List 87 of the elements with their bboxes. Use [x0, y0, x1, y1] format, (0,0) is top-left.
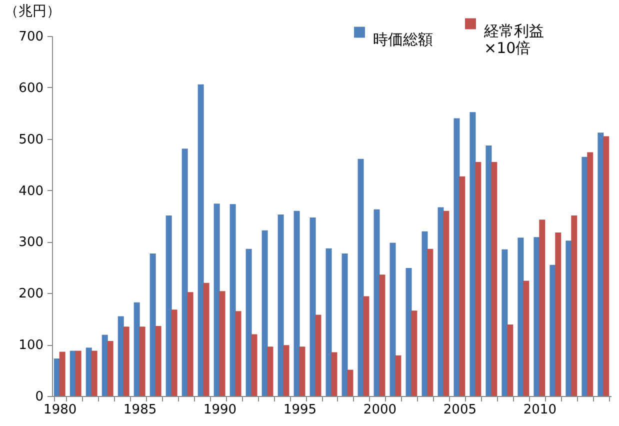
bar	[507, 324, 514, 396]
bar	[187, 292, 194, 396]
bar	[139, 326, 146, 396]
y-axis-title: （兆円）	[4, 4, 60, 20]
bar	[422, 231, 428, 396]
bar	[347, 370, 354, 396]
y-tick-label: 100	[18, 338, 44, 354]
y-tick-label: 0	[35, 390, 44, 404]
bar	[331, 352, 338, 396]
y-tick-label: 400	[18, 184, 44, 199]
bar	[278, 214, 284, 396]
bar	[502, 249, 508, 396]
bar	[75, 350, 82, 396]
bar	[235, 311, 242, 396]
x-tick-label: 1995	[283, 402, 317, 418]
bar	[107, 340, 114, 396]
bar	[427, 248, 434, 396]
x-tick-label: 2010	[523, 402, 556, 418]
bar	[230, 204, 236, 396]
y-tick-label: 200	[18, 286, 44, 302]
x-tick-label: 1980	[44, 402, 77, 418]
bar	[443, 210, 450, 396]
x-tick-label: 1985	[124, 402, 157, 418]
bar	[550, 264, 556, 396]
bar	[358, 158, 364, 396]
bar	[555, 232, 562, 396]
bar	[539, 220, 546, 396]
bar	[283, 345, 290, 396]
y-tick-label: 300	[18, 235, 44, 250]
bar	[326, 248, 332, 396]
bar	[315, 314, 322, 396]
bar	[214, 204, 220, 396]
x-tick-label: 2005	[443, 402, 476, 418]
bar	[390, 242, 396, 396]
bar	[406, 268, 412, 396]
bar	[294, 210, 300, 396]
bar	[150, 254, 156, 396]
bar	[491, 162, 498, 396]
bar	[587, 152, 594, 396]
bar	[70, 350, 76, 396]
bar	[598, 132, 604, 396]
bar	[267, 346, 274, 396]
bar	[182, 148, 188, 396]
y-tick-label: 700	[18, 30, 44, 44]
y-tick-label: 600	[18, 80, 44, 96]
bar	[459, 176, 466, 396]
bar	[155, 326, 162, 396]
bar	[534, 237, 540, 396]
bar	[566, 240, 572, 396]
bar	[203, 282, 210, 396]
bar	[198, 84, 204, 396]
bar	[475, 162, 482, 396]
bar	[54, 358, 60, 396]
x-tick-label: 1990	[203, 402, 237, 418]
bar	[251, 334, 258, 396]
bar	[395, 355, 402, 396]
bar	[454, 118, 460, 396]
bar	[134, 302, 140, 396]
bar	[102, 334, 108, 396]
bar	[438, 207, 444, 396]
bar	[91, 350, 98, 396]
bar	[571, 215, 578, 396]
bar	[86, 348, 92, 396]
bar	[123, 326, 130, 396]
bar	[59, 352, 66, 396]
bar	[523, 280, 530, 396]
bar	[262, 230, 268, 396]
bar	[486, 146, 492, 396]
bar	[363, 296, 370, 396]
bar	[470, 112, 476, 396]
legend-label: 時価総額	[373, 30, 433, 48]
bar	[118, 316, 124, 396]
bar	[582, 156, 588, 396]
bar	[166, 215, 172, 396]
bar	[342, 254, 348, 396]
bar	[299, 346, 306, 396]
bar	[219, 291, 226, 396]
bar	[310, 218, 316, 396]
bar	[603, 136, 610, 396]
legend-label: 経常利益 ×10倍	[483, 22, 544, 57]
bar	[246, 248, 252, 396]
bar	[379, 274, 386, 396]
x-tick-label: 2000	[363, 402, 397, 418]
bar	[518, 238, 524, 396]
bar	[411, 310, 418, 396]
y-tick-label: 500	[18, 132, 44, 148]
bar	[171, 310, 178, 396]
